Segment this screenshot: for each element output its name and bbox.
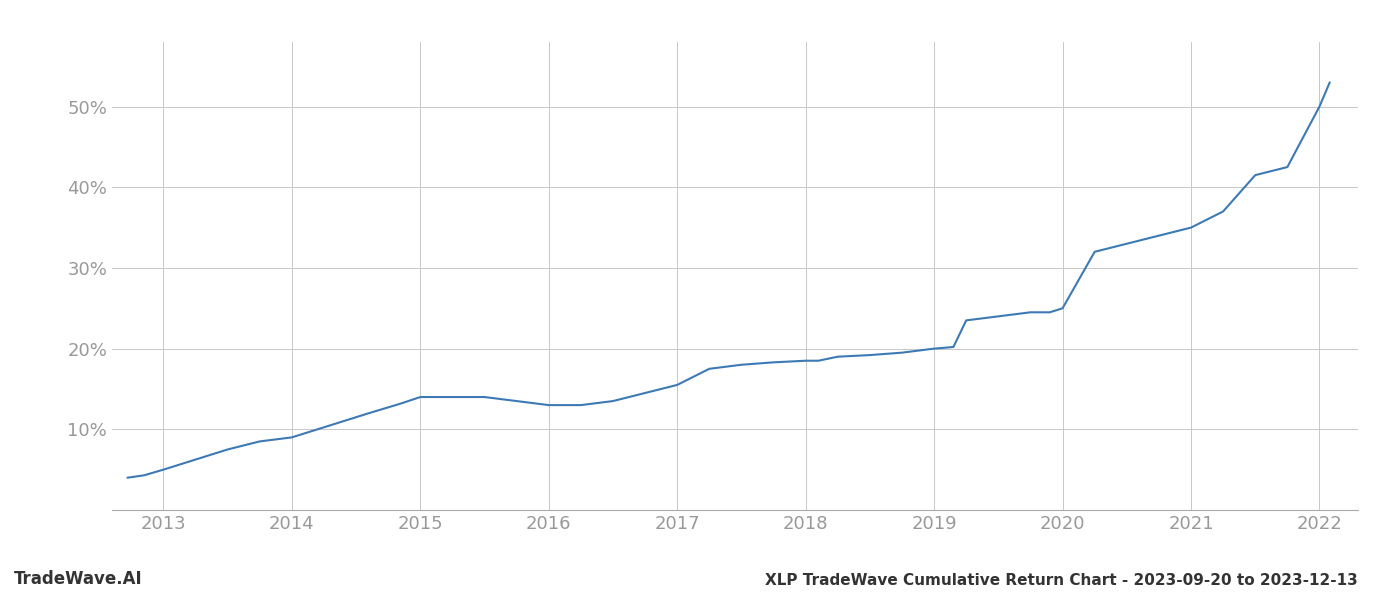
Text: XLP TradeWave Cumulative Return Chart - 2023-09-20 to 2023-12-13: XLP TradeWave Cumulative Return Chart - … bbox=[766, 573, 1358, 588]
Text: TradeWave.AI: TradeWave.AI bbox=[14, 570, 143, 588]
